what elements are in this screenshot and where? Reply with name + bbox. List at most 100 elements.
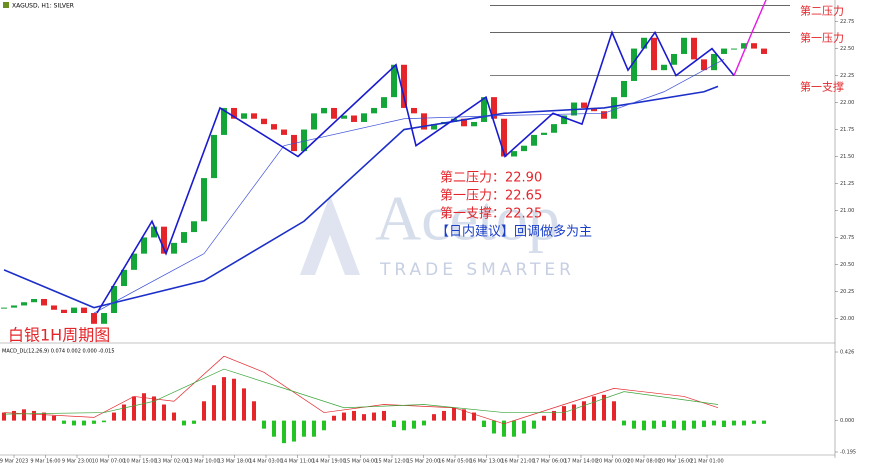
histogram-bar (472, 412, 476, 421)
candle (461, 118, 467, 127)
candle (361, 113, 367, 122)
y-tick-label: 22.50 (840, 46, 854, 52)
histogram-bar (672, 420, 676, 429)
indicator-line (3, 368, 719, 415)
histogram-bar (32, 410, 36, 421)
histogram-bar (702, 420, 706, 428)
candle (681, 37, 687, 54)
histogram-bar (142, 393, 146, 421)
x-tick-label: 14 Mar 19:00 (312, 459, 345, 465)
candle (421, 113, 427, 130)
histogram-bar (492, 420, 496, 434)
indicator-line (733, 0, 767, 76)
candle (281, 129, 287, 135)
candle (551, 124, 557, 133)
x-tick-label: 17 Mar 14:00 (564, 459, 597, 465)
x-tick-label: 16 Mar 05:00 (438, 459, 471, 465)
histogram-bar (192, 420, 196, 424)
histogram-bar (382, 410, 386, 421)
x-tick-label: 20 Mar 08:00 (627, 459, 660, 465)
candle (661, 64, 667, 71)
candle (371, 107, 377, 114)
candle (631, 48, 637, 81)
histogram-bar (432, 414, 436, 421)
histogram-bar (762, 420, 766, 424)
candle (51, 305, 57, 310)
x-tick-label: 21 Mar 01:00 (690, 459, 723, 465)
histogram-bar (132, 396, 136, 421)
candle (41, 298, 47, 306)
candle (351, 115, 357, 122)
x-tick-label: 16 Mar 21:00 (501, 459, 534, 465)
histogram-bar (272, 420, 276, 437)
symbol-icon (3, 2, 9, 8)
x-tick-label: 10 Mar 15:00 (123, 459, 156, 465)
histogram-bar (352, 410, 356, 421)
histogram-bar (482, 420, 486, 428)
y-tick-label: 21.75 (840, 127, 854, 133)
histogram-bar (372, 412, 376, 421)
x-tick-label: 13 Mar 18:00 (218, 459, 251, 465)
candle (81, 307, 87, 314)
histogram-bar (2, 412, 6, 421)
candle (531, 134, 537, 146)
indicator-line (3, 85, 719, 309)
histogram-bar (242, 388, 246, 421)
candle (391, 64, 397, 98)
indicator-line (96, 30, 735, 314)
histogram-bar (412, 420, 416, 429)
candle (471, 121, 477, 127)
histogram-bar (642, 420, 646, 431)
candle (171, 242, 177, 254)
histogram-bar (422, 420, 426, 426)
x-tick-label: 13 Mar 02:00 (155, 459, 188, 465)
histogram-bar (362, 414, 366, 421)
candle (741, 43, 747, 49)
candle (761, 48, 767, 54)
y-tick-label: 21.50 (840, 154, 854, 160)
histogram-bar (72, 420, 76, 426)
histogram-bar (542, 415, 546, 421)
candle (751, 43, 757, 49)
histogram-bar (172, 412, 176, 421)
candle (381, 97, 387, 108)
candle (211, 134, 217, 179)
candle (331, 107, 337, 119)
histogram-bar (52, 415, 56, 421)
y-tick-label: 22.75 (840, 19, 854, 25)
candle (91, 313, 97, 324)
candle (621, 80, 627, 98)
histogram-bar (282, 420, 286, 444)
histogram-bar (312, 420, 316, 437)
histogram-bar (232, 378, 236, 421)
candle (201, 178, 207, 222)
histogram-bar (442, 410, 446, 421)
histogram-bar (22, 409, 26, 421)
y-tick-label: 20.25 (840, 289, 854, 295)
x-tick-label: 15 Mar 12:00 (375, 459, 408, 465)
candle (101, 313, 107, 324)
x-tick-label: 17 Mar 06:00 (533, 459, 566, 465)
histogram-bar (122, 404, 126, 421)
histogram-bar (602, 394, 606, 421)
histogram-bar (582, 401, 586, 421)
candle (11, 305, 17, 308)
histogram-bar (722, 420, 726, 428)
candle (241, 113, 247, 119)
indicator-line (93, 59, 725, 314)
histogram-bar (692, 420, 696, 429)
candle (411, 107, 417, 114)
watermark: Acetop (375, 183, 560, 254)
level-label: 第一支撑 (800, 80, 844, 94)
histogram-bar (712, 420, 716, 426)
histogram-bar (392, 420, 396, 428)
candle (301, 129, 307, 152)
histogram-bar (92, 420, 96, 424)
y-tick-label: 0.000 (840, 418, 854, 424)
histogram-bar (562, 406, 566, 421)
annotation: 【日内建议】回调做多为主 (436, 224, 592, 240)
candle (31, 298, 37, 303)
histogram-bar (182, 420, 186, 426)
histogram-bar (402, 420, 406, 431)
